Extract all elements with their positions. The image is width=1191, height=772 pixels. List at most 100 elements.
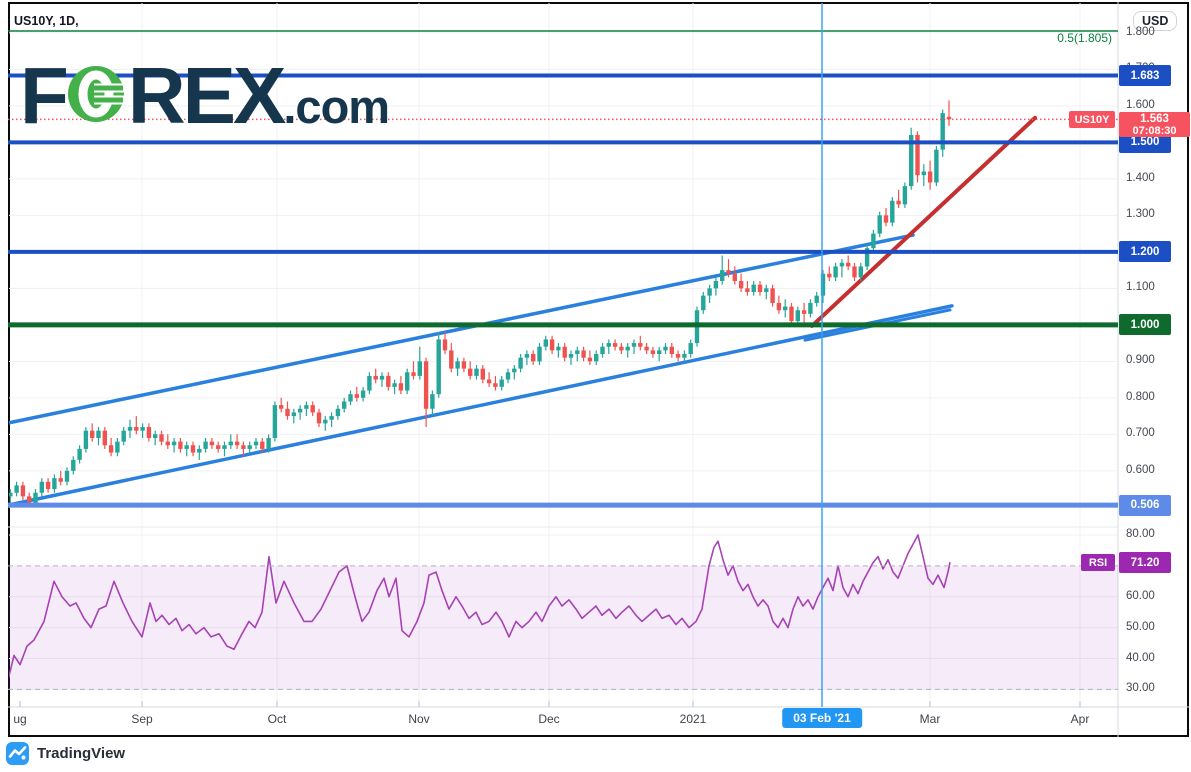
- price-tick-label: 1.700: [1126, 62, 1155, 75]
- candle: [367, 372, 372, 395]
- candle: [631, 339, 637, 355]
- time-axis-label-2021: 2021: [679, 712, 707, 726]
- time-axis-label-Mar: Mar: [919, 712, 941, 726]
- candle: [96, 427, 101, 446]
- candle: [499, 375, 504, 391]
- candle: [291, 408, 296, 424]
- time-axis-label-Sep: Sep: [131, 712, 153, 726]
- candle: [411, 361, 416, 380]
- candle: [386, 372, 391, 391]
- candle: [745, 281, 750, 296]
- price-tick-label: 0.800: [1126, 390, 1155, 403]
- time-axis-label-Nov: Nov: [408, 712, 430, 726]
- tradingview-wordmark[interactable]: TradingView: [37, 745, 126, 762]
- candle: [405, 368, 410, 395]
- candle: [720, 255, 725, 285]
- candle: [927, 160, 933, 190]
- candle: [909, 127, 914, 190]
- candle: [379, 372, 385, 387]
- candle: [228, 434, 233, 449]
- candle: [713, 277, 719, 296]
- currency-button[interactable]: USD: [1133, 11, 1178, 31]
- tradingview-logo-icon[interactable]: [6, 742, 29, 765]
- time-axis-label-Dec: Dec: [538, 712, 560, 726]
- candle: [335, 405, 341, 420]
- channel-upper[interactable]: [8, 233, 915, 425]
- candle: [417, 346, 422, 380]
- candle: [738, 273, 744, 292]
- candle: [537, 343, 542, 365]
- candle: [858, 262, 863, 282]
- candle: [650, 346, 656, 358]
- candle: [940, 109, 945, 157]
- candle: [209, 437, 215, 449]
- candle: [253, 437, 259, 449]
- rsi-tick-label: 60.00: [1126, 589, 1155, 602]
- price-tick-label: 1.400: [1126, 171, 1155, 184]
- candle: [342, 397, 347, 413]
- candle: [178, 437, 183, 453]
- candle: [594, 350, 599, 365]
- price-tick-label: 1.300: [1126, 208, 1155, 221]
- candle: [776, 295, 782, 314]
- candle: [682, 350, 687, 362]
- candle: [764, 284, 769, 300]
- candle: [871, 229, 876, 252]
- candle: [71, 456, 76, 475]
- candle: [946, 100, 952, 126]
- candle: [127, 419, 133, 438]
- price-tick-label: 0.700: [1126, 427, 1155, 440]
- candle: [323, 416, 328, 431]
- candle: [171, 437, 177, 453]
- candle: [423, 357, 429, 428]
- candle: [354, 386, 359, 402]
- candle: [140, 423, 145, 438]
- channel-lower[interactable]: [8, 304, 954, 507]
- candle: [587, 350, 593, 365]
- rsi-tick-label: 30.00: [1126, 682, 1155, 695]
- candle: [108, 437, 114, 457]
- candle: [449, 343, 454, 373]
- candle: [2, 485, 6, 500]
- candle: [663, 343, 668, 355]
- candle: [203, 437, 208, 453]
- chart-frame: [8, 2, 1189, 737]
- rsi-tick-label: 80.00: [1126, 528, 1155, 540]
- candle: [827, 266, 832, 282]
- candle: [348, 390, 353, 406]
- candle: [562, 343, 567, 362]
- time-axis-label-Apr: Apr: [1070, 712, 1090, 726]
- candle: [915, 131, 920, 183]
- candle: [20, 481, 26, 501]
- price-tick-label: 1.600: [1126, 98, 1155, 111]
- candle: [121, 427, 126, 446]
- candle: [474, 364, 479, 380]
- candle: [159, 430, 164, 446]
- candle: [568, 350, 574, 365]
- candle: [266, 434, 271, 453]
- candle: [877, 211, 882, 238]
- tradingview-attribution[interactable]: TradingView: [6, 742, 125, 765]
- candle: [146, 423, 152, 442]
- candle: [770, 284, 775, 307]
- candle: [373, 368, 378, 384]
- time-axis-label-ug: ug: [13, 712, 27, 726]
- candle: [669, 343, 674, 358]
- candle: [90, 423, 95, 442]
- candle: [902, 182, 908, 209]
- candle: [83, 427, 89, 453]
- candle: [461, 357, 467, 373]
- candle: [549, 335, 555, 355]
- candle: [732, 266, 737, 285]
- candle: [153, 430, 158, 446]
- candle: [556, 343, 561, 358]
- breakout-trendline[interactable]: [810, 115, 1037, 328]
- candle: [543, 335, 548, 351]
- candle: [934, 145, 939, 187]
- candle: [505, 368, 511, 384]
- candle: [197, 445, 202, 460]
- candle: [480, 364, 485, 384]
- candle: [486, 372, 492, 387]
